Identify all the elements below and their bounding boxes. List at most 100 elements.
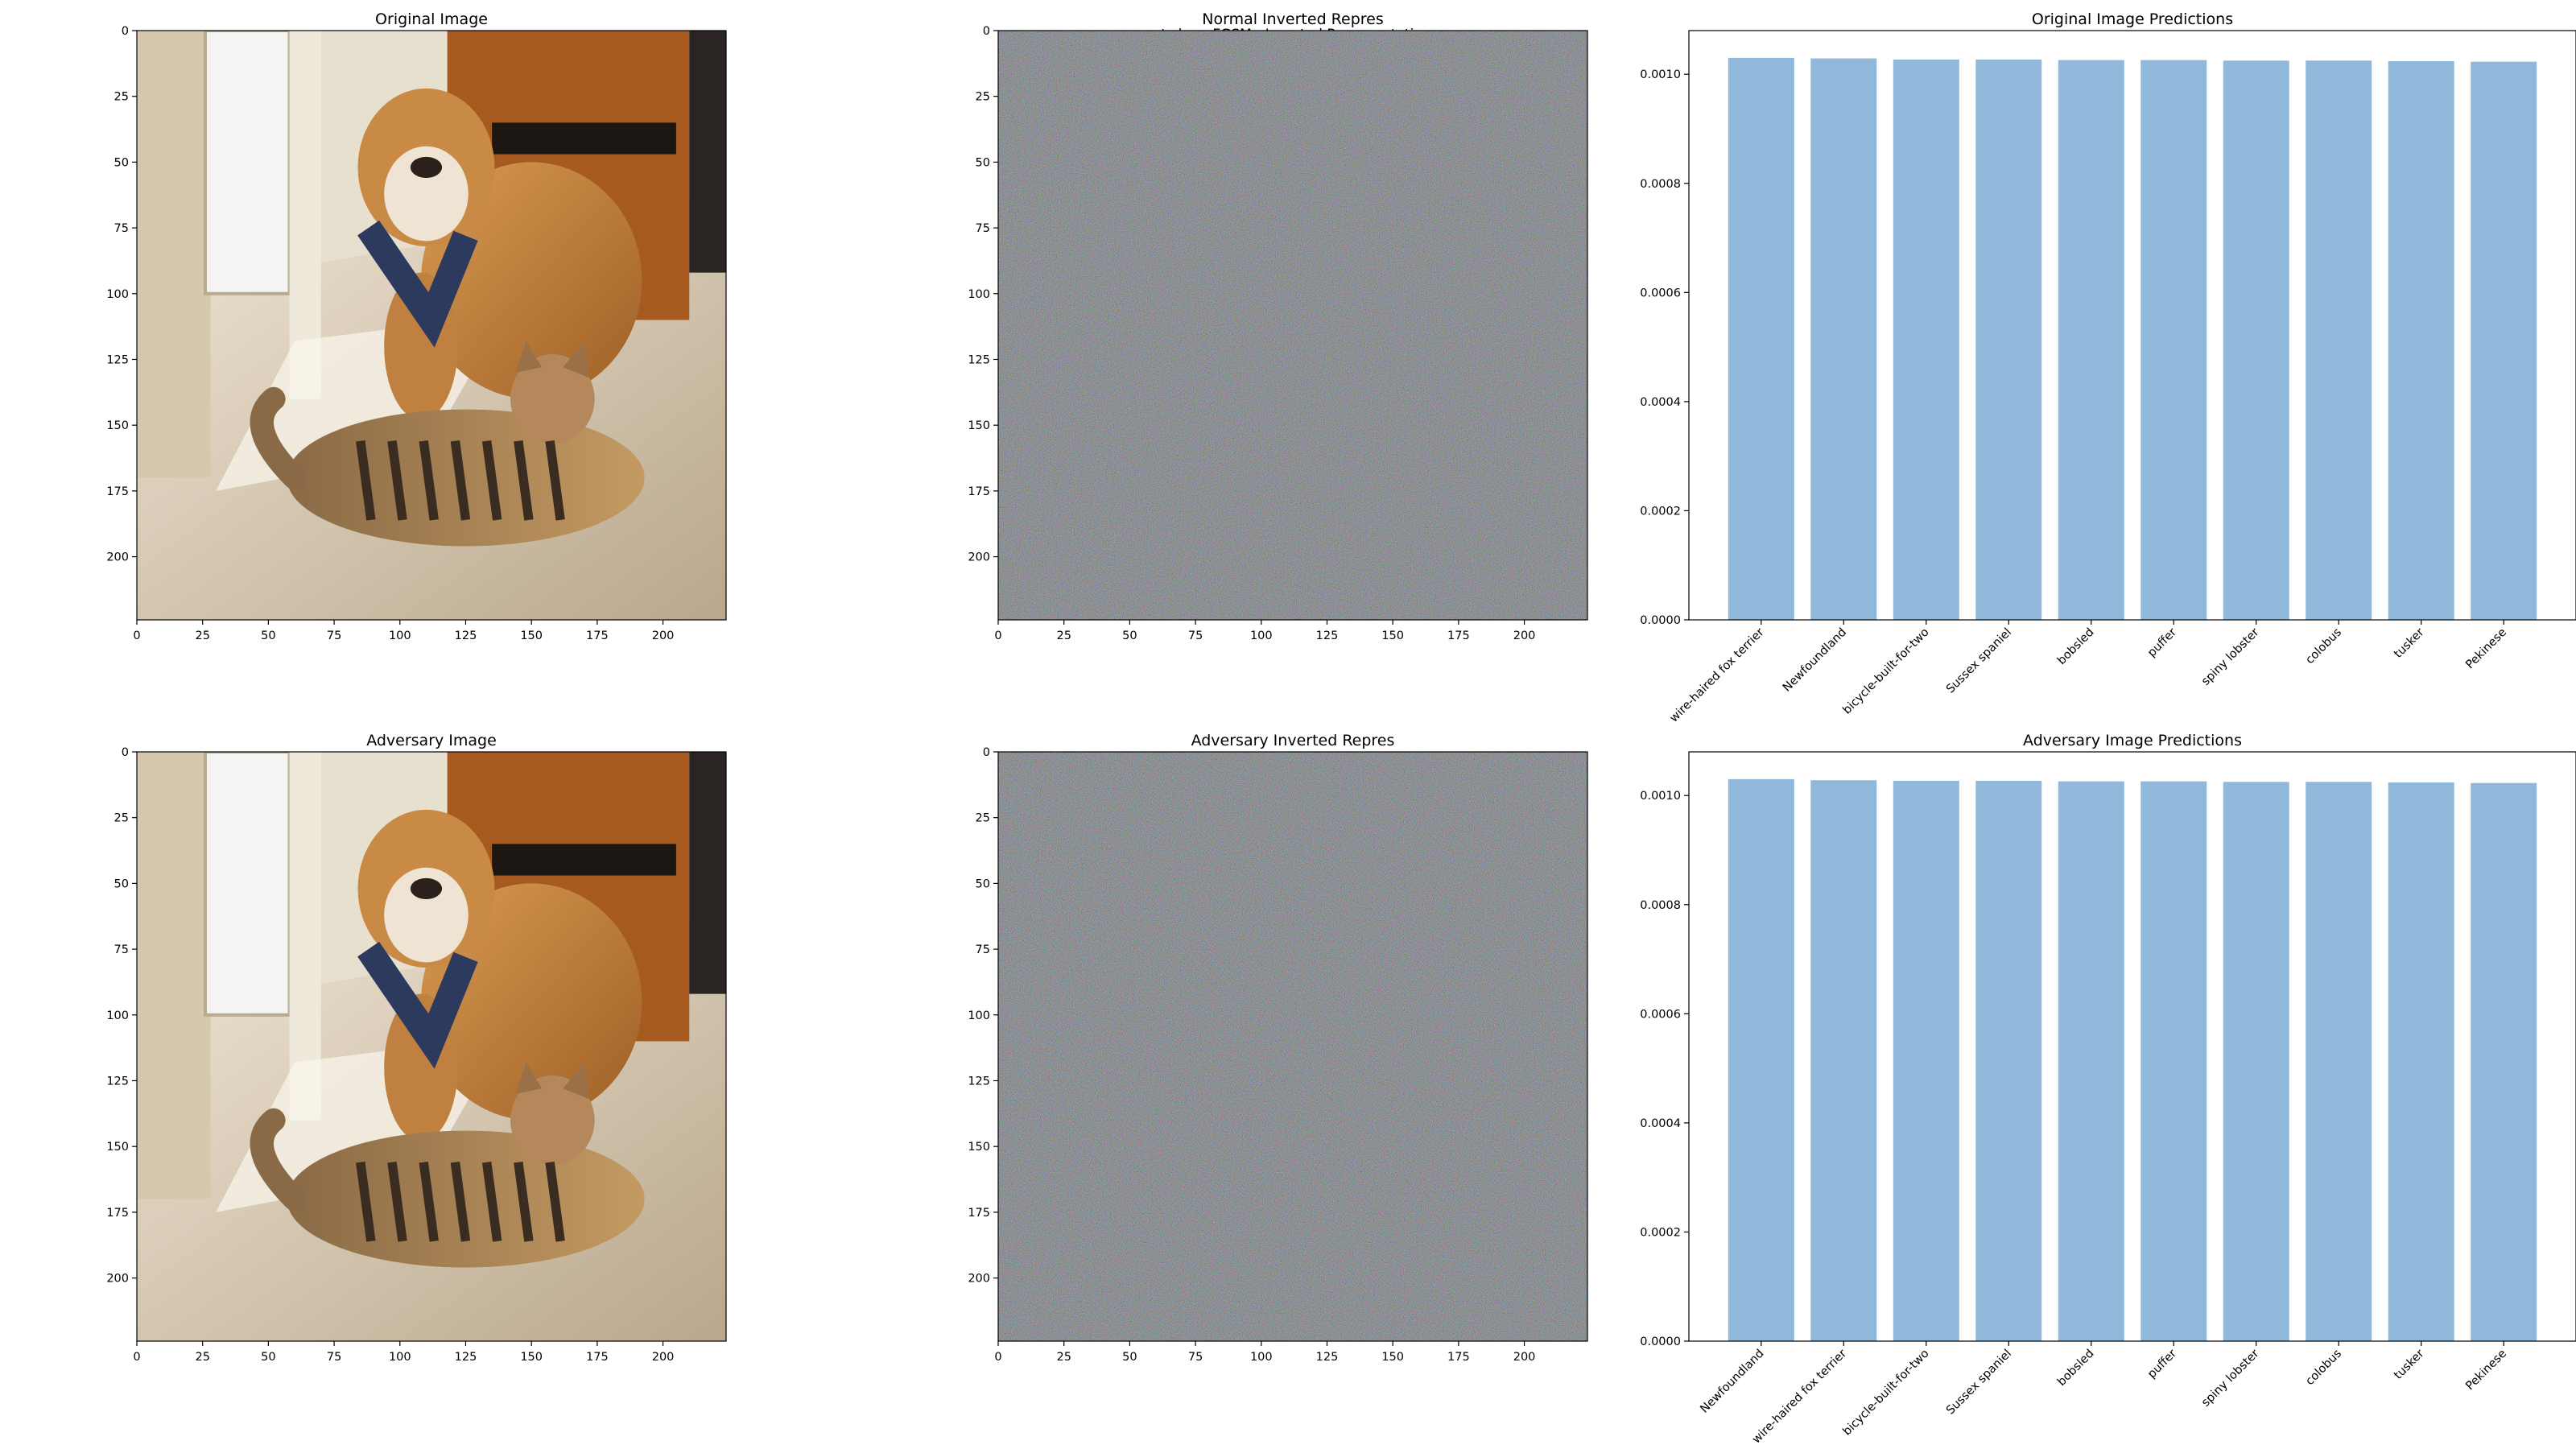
y-tick-label: 0.0010 bbox=[1640, 68, 1681, 81]
x-tick-label: bicycle-built-for-two bbox=[1840, 625, 1931, 716]
x-tick-label: wire-haired fox terrier bbox=[1668, 625, 1767, 724]
y-tick-label: 125 bbox=[106, 1075, 129, 1088]
cat-stripe bbox=[514, 440, 534, 521]
y-tick-label: 125 bbox=[968, 353, 990, 366]
x-tick-label: 150 bbox=[520, 1351, 543, 1364]
y-tick-label: 200 bbox=[968, 551, 990, 564]
dark-corner bbox=[689, 752, 726, 994]
x-tick-label: 150 bbox=[1381, 630, 1404, 642]
x-tick-label: 200 bbox=[652, 630, 675, 642]
cat-stripe bbox=[450, 440, 471, 521]
x-tick-label: 25 bbox=[1056, 1351, 1071, 1364]
x-tick-label: 50 bbox=[261, 630, 275, 642]
bar-6 bbox=[2140, 60, 2207, 621]
bar-5 bbox=[2058, 60, 2124, 621]
cat-ear-right bbox=[563, 341, 590, 378]
y-tick-label: 200 bbox=[968, 1273, 990, 1286]
x-tick-label: 200 bbox=[1513, 1351, 1536, 1364]
chart-title: Adversary Image Predictions bbox=[2023, 732, 2242, 749]
x-tick-label: tusker bbox=[2392, 625, 2426, 660]
x-tick-label: 25 bbox=[1056, 630, 1071, 642]
x-tick-label: bobsled bbox=[2055, 626, 2097, 668]
bar-7 bbox=[2223, 60, 2289, 621]
x-tick-label: wire-haired fox terrier bbox=[1750, 1347, 1849, 1446]
cat-tail bbox=[250, 386, 307, 490]
adversary-inverted-title: Adversary Inverted Repres bbox=[1191, 732, 1395, 749]
y-tick-label: 175 bbox=[106, 1207, 129, 1220]
dog-harness bbox=[357, 220, 478, 348]
cat-stripe bbox=[545, 1162, 565, 1242]
y-tick-label: 25 bbox=[114, 91, 129, 104]
y-tick-label: 0.0006 bbox=[1640, 287, 1681, 299]
x-tick-label: 125 bbox=[455, 1351, 477, 1364]
y-tick-label: 100 bbox=[106, 288, 129, 301]
y-tick-label: 100 bbox=[968, 1009, 990, 1022]
y-tick-label: 0 bbox=[983, 746, 990, 759]
x-tick-label: puffer bbox=[2145, 625, 2179, 659]
y-tick-label: 175 bbox=[106, 485, 129, 498]
dog-body bbox=[420, 883, 642, 1121]
x-tick-label: Sussex spaniel bbox=[1944, 626, 2014, 696]
original-image-title: Original Image bbox=[375, 10, 488, 28]
image-frame bbox=[997, 30, 1588, 621]
bar-1 bbox=[1728, 778, 1794, 1341]
y-tick-label: 75 bbox=[114, 222, 129, 235]
chart-title: Original Image Predictions bbox=[2032, 10, 2233, 28]
bar-2 bbox=[1810, 780, 1877, 1341]
adversary-inverted-image bbox=[998, 752, 1587, 1341]
y-tick-label: 0 bbox=[122, 25, 129, 38]
x-tick-label: 75 bbox=[1188, 630, 1203, 642]
y-tick-label: 0.0004 bbox=[1640, 396, 1681, 409]
y-tick-label: 0.0010 bbox=[1640, 790, 1681, 803]
bar-5 bbox=[2058, 781, 2124, 1341]
x-tick-label: 25 bbox=[195, 1351, 209, 1364]
x-tick-label: 125 bbox=[455, 630, 477, 642]
y-tick-label: 100 bbox=[106, 1009, 129, 1022]
window-frame bbox=[137, 31, 211, 478]
x-tick-label: tusker bbox=[2392, 1347, 2426, 1381]
cat-body bbox=[287, 409, 645, 547]
bar-6 bbox=[2140, 781, 2207, 1341]
noise-texture bbox=[998, 752, 1587, 1341]
panel-adversary-image: 0 0 25 25 50 50 75 75 100 100 125 125 150 150 175 175 20… bbox=[106, 732, 727, 1364]
dog-body bbox=[420, 162, 642, 399]
x-tick-label: 200 bbox=[652, 1351, 675, 1364]
dog-nose bbox=[410, 156, 443, 178]
cat-stripe bbox=[387, 1162, 407, 1242]
bar-4 bbox=[1975, 780, 2042, 1341]
y-tick-label: 0.0008 bbox=[1640, 178, 1681, 191]
y-tick-label: 150 bbox=[106, 419, 129, 432]
bar-1 bbox=[1728, 57, 1794, 620]
x-tick-label: 75 bbox=[327, 1351, 341, 1364]
y-tick-label: 125 bbox=[968, 1075, 990, 1088]
cat-stripe bbox=[356, 1162, 376, 1242]
x-tick-label: 0 bbox=[133, 630, 140, 642]
image-frame bbox=[997, 751, 1588, 1342]
cat-tail bbox=[250, 1108, 307, 1212]
chart-original-predictions: 0.0000 0.0002 0.0004 0.0006 0.0008 0.0010 wire… bbox=[1640, 10, 2576, 725]
x-tick-label: Pekinese bbox=[2463, 1347, 2509, 1393]
image-frame bbox=[136, 30, 727, 621]
y-tick-label: 150 bbox=[968, 419, 990, 432]
panel-original-image: 0 0 25 25 50 50 75 75 100 100 125 125 150 150 175 175 20… bbox=[106, 10, 727, 642]
bar-8 bbox=[2306, 782, 2372, 1341]
x-tick-label: 0 bbox=[133, 1351, 140, 1364]
adversary-image-image bbox=[137, 752, 726, 1341]
bar-3 bbox=[1893, 59, 1959, 620]
x-tick-label: 100 bbox=[389, 630, 411, 642]
x-tick-label: 75 bbox=[327, 630, 341, 642]
bar-4 bbox=[1975, 59, 2042, 620]
cat-stripe bbox=[387, 440, 407, 521]
y-tick-label: 25 bbox=[976, 91, 990, 104]
y-tick-label: 50 bbox=[114, 156, 129, 169]
x-tick-label: 125 bbox=[1316, 630, 1339, 642]
cat-stripe bbox=[514, 1162, 534, 1242]
cat-head bbox=[510, 353, 595, 444]
y-tick-label: 75 bbox=[976, 943, 990, 956]
bar-9 bbox=[2388, 782, 2454, 1341]
y-tick-label: 25 bbox=[976, 812, 990, 825]
y-tick-label: 0.0002 bbox=[1640, 505, 1681, 518]
cat-body bbox=[287, 1130, 645, 1268]
bar-9 bbox=[2388, 60, 2454, 620]
x-tick-label: 175 bbox=[586, 1351, 609, 1364]
